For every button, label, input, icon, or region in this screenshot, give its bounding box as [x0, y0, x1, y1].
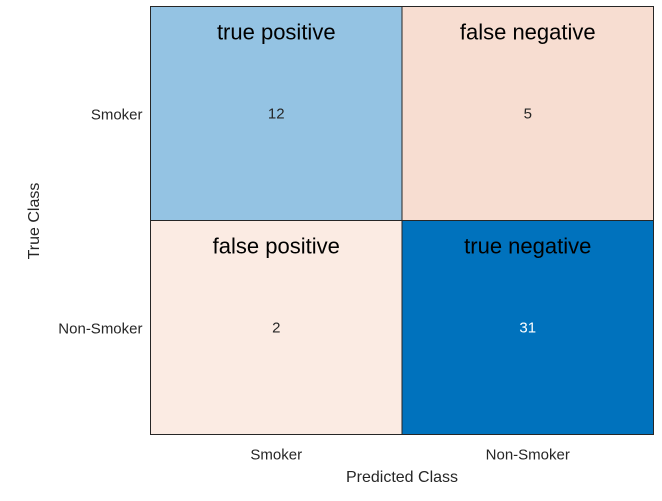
y-axis-title: True Class: [26, 183, 43, 260]
cell-annotation-label: false positive: [213, 234, 340, 259]
cell-value-label: 31: [519, 320, 536, 337]
heatmap-cells: 12 true positive 5 false negative 2 false pos…: [150, 6, 654, 435]
y-tick-label: Non-Smoker: [58, 321, 142, 338]
heatmap-cell-smoker-non-smoker: [401, 6, 654, 221]
x-axis-title: Predicted Class: [346, 469, 458, 486]
cell-annotation-label: true positive: [217, 20, 336, 45]
plot-frame: [150, 6, 654, 435]
cell-value-label: 5: [524, 106, 532, 123]
x-tick-label: Smoker: [250, 447, 302, 464]
heatmap-cell-smoker-smoker: [150, 6, 403, 221]
y-tick-labels: Smoker Non-Smoker: [58, 107, 142, 338]
heatmap-cell-non-smoker-smoker: [150, 220, 403, 435]
x-tick-label: Non-Smoker: [486, 447, 570, 464]
cell-value-label: 2: [272, 320, 280, 337]
x-tick-labels: Smoker Non-Smoker: [250, 447, 569, 464]
heatmap-cell-non-smoker-non-smoker: [401, 220, 654, 435]
y-tick-label: Smoker: [91, 107, 143, 124]
cell-annotation-label: true negative: [464, 234, 591, 259]
cell-value-label: 12: [268, 106, 285, 123]
cell-annotation-label: false negative: [460, 20, 596, 45]
